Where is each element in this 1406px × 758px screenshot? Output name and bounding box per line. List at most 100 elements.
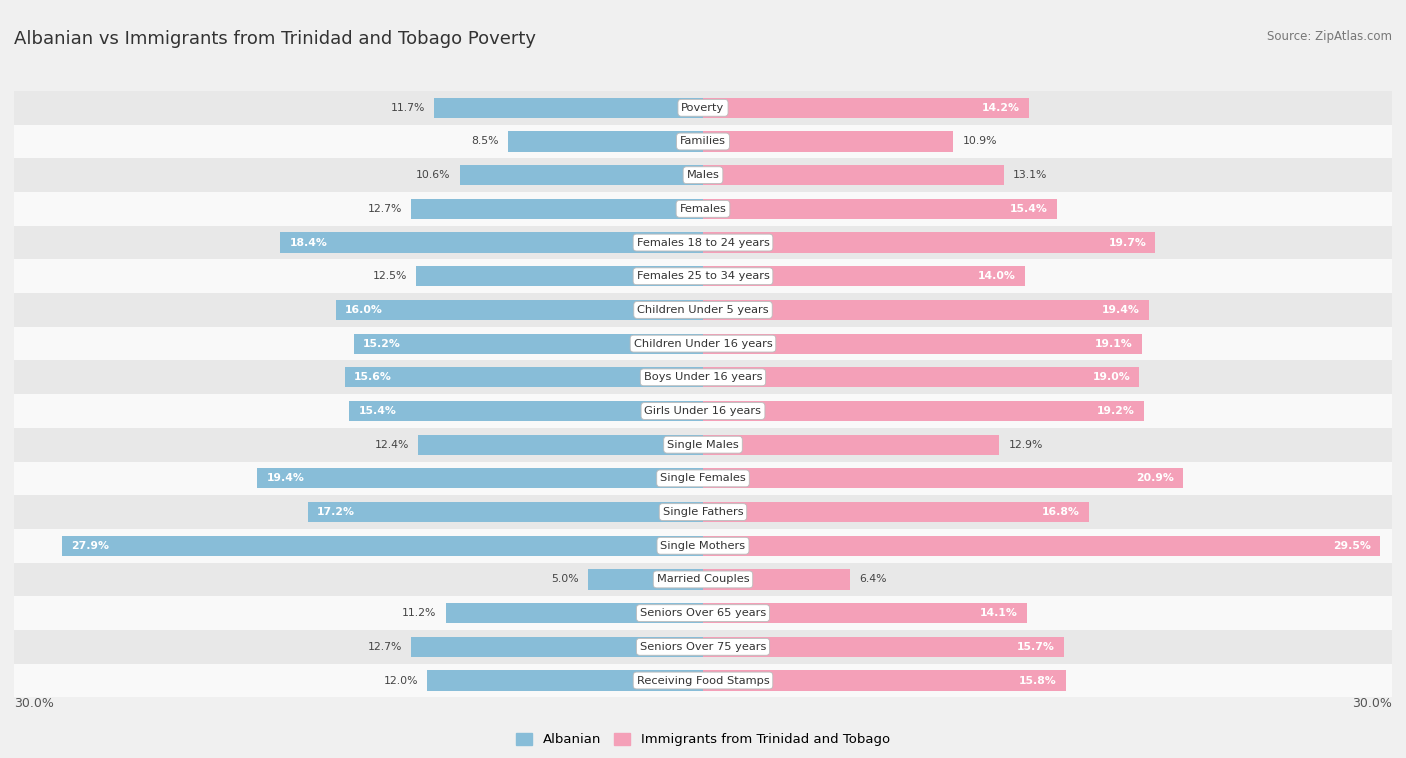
Text: Children Under 16 years: Children Under 16 years	[634, 339, 772, 349]
Bar	[14, 462, 1392, 495]
Bar	[349, 401, 703, 421]
Bar	[703, 165, 1004, 185]
Text: Children Under 5 years: Children Under 5 years	[637, 305, 769, 315]
Bar	[703, 502, 1088, 522]
Bar	[412, 199, 703, 219]
Text: 19.1%: 19.1%	[1095, 339, 1132, 349]
Bar	[508, 131, 703, 152]
Bar	[418, 434, 703, 455]
Text: Females 25 to 34 years: Females 25 to 34 years	[637, 271, 769, 281]
Text: Families: Families	[681, 136, 725, 146]
Text: 12.5%: 12.5%	[373, 271, 406, 281]
Text: Single Mothers: Single Mothers	[661, 540, 745, 551]
Text: Poverty: Poverty	[682, 103, 724, 113]
Bar	[703, 670, 1066, 691]
Bar	[427, 670, 703, 691]
Bar	[14, 293, 1392, 327]
Text: 19.2%: 19.2%	[1097, 406, 1135, 416]
Text: 16.8%: 16.8%	[1042, 507, 1080, 517]
Text: 19.4%: 19.4%	[267, 474, 305, 484]
Bar	[280, 233, 703, 252]
Text: Single Females: Single Females	[661, 474, 745, 484]
Text: 15.8%: 15.8%	[1019, 675, 1057, 685]
Bar	[14, 428, 1392, 462]
Bar	[14, 91, 1392, 124]
Text: Single Fathers: Single Fathers	[662, 507, 744, 517]
Text: Males: Males	[686, 171, 720, 180]
Text: 19.7%: 19.7%	[1108, 237, 1146, 248]
Text: 16.0%: 16.0%	[344, 305, 382, 315]
Bar	[14, 529, 1392, 562]
Text: 13.1%: 13.1%	[1012, 171, 1047, 180]
Bar	[588, 569, 703, 590]
Bar	[62, 536, 703, 556]
Text: Married Couples: Married Couples	[657, 575, 749, 584]
Bar	[14, 361, 1392, 394]
Bar	[703, 98, 1029, 118]
Text: 27.9%: 27.9%	[72, 540, 110, 551]
Bar	[14, 630, 1392, 664]
Bar	[14, 664, 1392, 697]
Bar	[14, 327, 1392, 361]
Bar	[446, 603, 703, 623]
Text: Source: ZipAtlas.com: Source: ZipAtlas.com	[1267, 30, 1392, 43]
Bar	[14, 226, 1392, 259]
Text: Girls Under 16 years: Girls Under 16 years	[644, 406, 762, 416]
Text: 15.2%: 15.2%	[363, 339, 401, 349]
Bar	[14, 562, 1392, 597]
Bar	[703, 468, 1182, 488]
Bar	[703, 603, 1026, 623]
Bar	[336, 300, 703, 320]
Text: 10.6%: 10.6%	[416, 171, 450, 180]
Text: 14.0%: 14.0%	[977, 271, 1015, 281]
Bar	[703, 367, 1139, 387]
Text: 20.9%: 20.9%	[1136, 474, 1174, 484]
Text: 12.7%: 12.7%	[368, 642, 402, 652]
Text: 5.0%: 5.0%	[551, 575, 579, 584]
Bar	[412, 637, 703, 657]
Text: 11.2%: 11.2%	[402, 608, 437, 618]
Bar	[703, 401, 1144, 421]
Bar	[703, 536, 1381, 556]
Bar	[14, 192, 1392, 226]
Bar	[416, 266, 703, 287]
Text: Seniors Over 65 years: Seniors Over 65 years	[640, 608, 766, 618]
Text: 12.9%: 12.9%	[1008, 440, 1043, 449]
Bar	[354, 334, 703, 354]
Bar	[460, 165, 703, 185]
Text: 14.2%: 14.2%	[981, 103, 1019, 113]
Legend: Albanian, Immigrants from Trinidad and Tobago: Albanian, Immigrants from Trinidad and T…	[510, 728, 896, 751]
Text: 12.4%: 12.4%	[374, 440, 409, 449]
Text: Seniors Over 75 years: Seniors Over 75 years	[640, 642, 766, 652]
Bar	[14, 124, 1392, 158]
Text: 30.0%: 30.0%	[14, 697, 53, 710]
Bar	[703, 131, 953, 152]
Text: 18.4%: 18.4%	[290, 237, 328, 248]
Text: 17.2%: 17.2%	[318, 507, 356, 517]
Bar	[344, 367, 703, 387]
Text: Females 18 to 24 years: Females 18 to 24 years	[637, 237, 769, 248]
Text: 15.4%: 15.4%	[359, 406, 396, 416]
Bar	[14, 158, 1392, 192]
Bar	[703, 266, 1025, 287]
Text: 15.6%: 15.6%	[354, 372, 392, 382]
Text: 15.4%: 15.4%	[1010, 204, 1047, 214]
Text: Albanian vs Immigrants from Trinidad and Tobago Poverty: Albanian vs Immigrants from Trinidad and…	[14, 30, 536, 49]
Text: Boys Under 16 years: Boys Under 16 years	[644, 372, 762, 382]
Bar	[703, 569, 851, 590]
Text: 30.0%: 30.0%	[1353, 697, 1392, 710]
Text: Females: Females	[679, 204, 727, 214]
Text: Receiving Food Stamps: Receiving Food Stamps	[637, 675, 769, 685]
Bar	[703, 637, 1063, 657]
Text: 11.7%: 11.7%	[391, 103, 425, 113]
Bar	[14, 495, 1392, 529]
Text: Single Males: Single Males	[666, 440, 740, 449]
Bar	[14, 597, 1392, 630]
Text: 10.9%: 10.9%	[963, 136, 997, 146]
Text: 6.4%: 6.4%	[859, 575, 887, 584]
Bar	[703, 199, 1057, 219]
Text: 8.5%: 8.5%	[471, 136, 499, 146]
Bar	[14, 259, 1392, 293]
Bar	[14, 394, 1392, 428]
Text: 19.4%: 19.4%	[1101, 305, 1139, 315]
